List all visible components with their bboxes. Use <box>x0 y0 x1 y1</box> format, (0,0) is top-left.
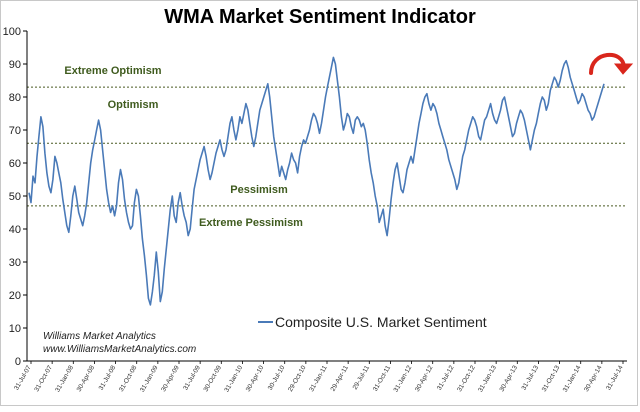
x-tick-label: 31-Jul-14 <box>605 364 625 391</box>
x-tick-label: 31-Jul-09 <box>182 364 202 391</box>
x-axis-ticks: 31-Jul-07 31-Oct-07 31-Jan-08 30-Apr-08 31-J… <box>13 361 625 393</box>
x-tick-label: 29-Apr-11 <box>330 364 350 392</box>
x-tick-label: 31-Jan-09 <box>139 364 160 393</box>
zone-label-pessimism: Pessimism <box>230 184 288 196</box>
y-tick-label: 80 <box>9 92 21 104</box>
x-tick-label: 29-Oct-10 <box>287 364 308 393</box>
x-tick-label: 30-Apr-12 <box>414 364 435 393</box>
y-axis-ticks: 0 10 20 30 40 50 60 70 80 90 100 <box>3 26 27 368</box>
y-tick-label: 40 <box>9 224 21 236</box>
legend-label: Composite U.S. Market Sentiment <box>275 314 487 330</box>
x-tick-label: 31-Jul-12 <box>436 364 456 391</box>
x-tick-label: 30-Apr-08 <box>76 364 97 393</box>
x-tick-label: 31-Jan-14 <box>562 364 583 393</box>
series-line <box>28 56 605 306</box>
y-tick-label: 90 <box>9 59 21 71</box>
x-tick-label: 31-Jul-07 <box>13 364 33 391</box>
zone-label-extreme-optimism: Extreme Optimism <box>64 65 161 77</box>
x-tick-label: 31-Jan-08 <box>54 364 75 393</box>
y-tick-label: 60 <box>9 158 21 170</box>
legend: Composite U.S. Market Sentiment <box>258 314 487 330</box>
series-group <box>28 56 605 306</box>
zone-label-optimism: Optimism <box>108 99 159 111</box>
x-tick-label: 30-Apr-14 <box>583 364 604 393</box>
x-tick-label: 31-Jan-10 <box>223 364 244 393</box>
zone-label-extreme-pessimism: Extreme Pessimism <box>199 217 303 229</box>
credit-company: Williams Market Analytics <box>43 331 156 342</box>
x-tick-label: 30-Apr-13 <box>499 364 520 393</box>
curved-down-arrow-icon <box>589 52 634 75</box>
x-tick-label: 30-Oct-09 <box>203 364 224 393</box>
x-tick-label: 31-Oct-07 <box>33 364 54 393</box>
y-tick-label: 50 <box>9 191 21 203</box>
y-tick-label: 20 <box>9 290 21 302</box>
y-tick-label: 30 <box>9 257 21 269</box>
x-tick-label: 31-Oct-11 <box>372 364 392 392</box>
y-tick-label: 10 <box>9 323 21 335</box>
x-tick-label: 31-Oct-12 <box>456 364 477 393</box>
x-tick-label: 31-Jul-08 <box>98 364 118 391</box>
x-tick-label: 31-Jan-13 <box>477 364 498 393</box>
x-tick-label: 31-Jan-12 <box>393 364 414 393</box>
y-tick-label: 100 <box>3 26 21 38</box>
x-tick-label: 31-Oct-08 <box>118 364 139 393</box>
chart-title: WMA Market Sentiment Indicator <box>164 6 476 28</box>
x-tick-label: 30-Apr-09 <box>160 364 181 393</box>
x-tick-label: 30-Apr-10 <box>245 364 266 393</box>
x-tick-label: 31-Jul-13 <box>521 364 541 391</box>
credit-website: www.WilliamsMarketAnalytics.com <box>43 344 196 355</box>
y-tick-label: 0 <box>15 356 21 368</box>
y-tick-label: 70 <box>9 125 21 137</box>
x-tick-label: 31-Jan-11 <box>308 364 329 393</box>
x-tick-label: 30-Jul-10 <box>267 364 287 391</box>
x-tick-label: 31-Oct-13 <box>541 364 562 393</box>
x-tick-label: 29-Jul-11 <box>352 364 372 391</box>
